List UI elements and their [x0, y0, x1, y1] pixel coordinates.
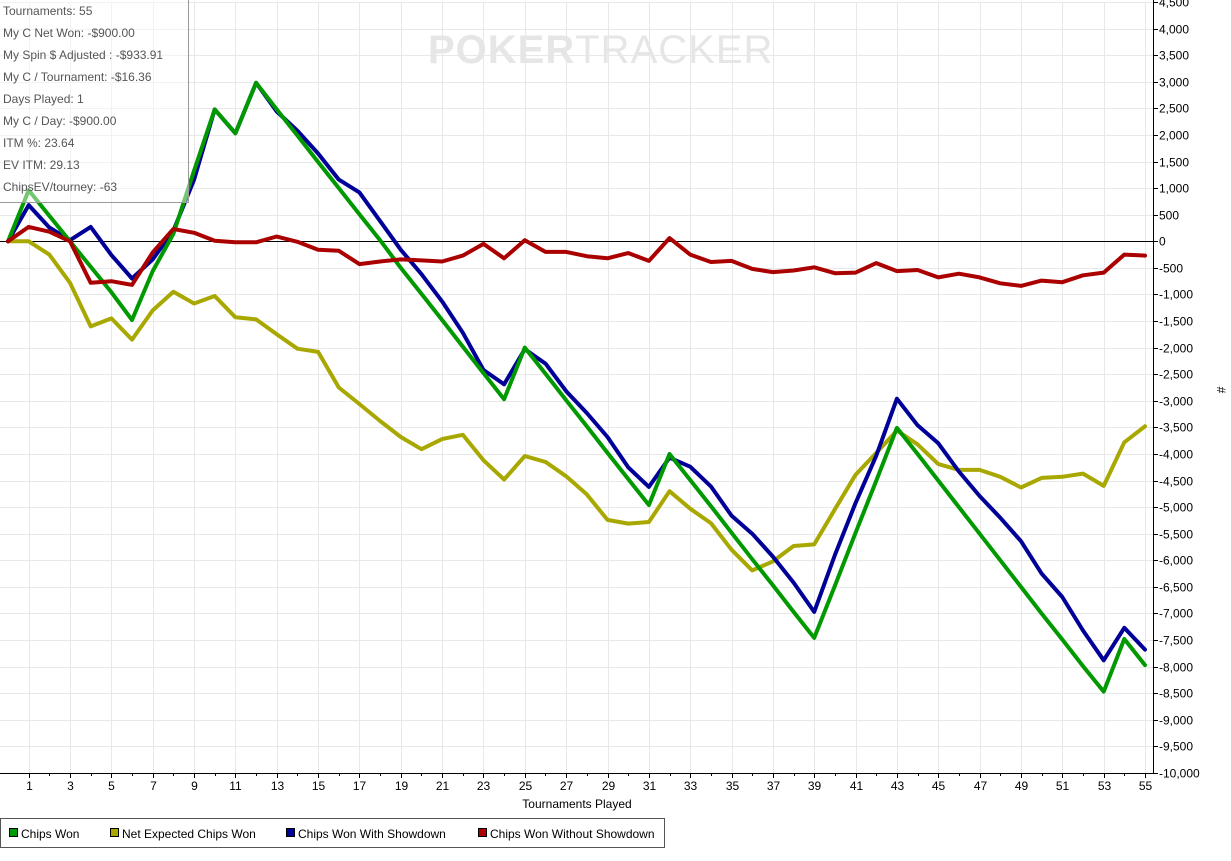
legend-label-with-showdown: Chips Won With Showdown	[298, 827, 446, 841]
x-tick-label: 35	[726, 779, 740, 793]
series-line-net-expected-chips-won	[6, 239, 1147, 573]
x-tick-label: 15	[312, 779, 326, 793]
x-tick-label: 33	[684, 779, 698, 793]
x-tick-label: 3	[67, 779, 74, 793]
stat-ev-itm: EV ITM: 29.13	[3, 158, 80, 172]
y-tick-label: -5,500	[1159, 528, 1193, 542]
legend-label-chips-won: Chips Won	[21, 827, 80, 841]
series-line-chips-won-with-showdown	[6, 80, 1147, 663]
y-tick-label: 1,000	[1159, 182, 1189, 196]
watermark-part2: TRACKER	[575, 28, 774, 72]
x-tick-label: 29	[602, 779, 616, 793]
y-tick-label: 4,000	[1159, 23, 1189, 37]
y-tick-label: -10,000	[1159, 767, 1200, 781]
y-tick-label: 500	[1159, 209, 1179, 223]
x-tick-label: 37	[767, 779, 781, 793]
x-tick-label: 43	[891, 779, 905, 793]
x-tick-label: 55	[1139, 779, 1153, 793]
x-tick-label: 5	[108, 779, 115, 793]
x-tick-label: 51	[1056, 779, 1070, 793]
series-line-chips-won	[6, 80, 1147, 694]
y-tick-label: -1,500	[1159, 315, 1193, 329]
x-tick-label: 47	[974, 779, 988, 793]
y-tick-label: 3,000	[1159, 76, 1189, 90]
watermark-part1: POKER	[428, 28, 576, 72]
series-line-chips-won-without-showdown	[6, 224, 1147, 288]
x-tick-label: 19	[395, 779, 409, 793]
x-tick-label: 23	[477, 779, 491, 793]
legend-swatch-without-showdown	[478, 828, 487, 837]
y-tick-label: 4,500	[1159, 0, 1189, 10]
x-tick-label: 49	[1015, 779, 1029, 793]
y-tick-label: 2,000	[1159, 129, 1189, 143]
y-tick-label: -2,000	[1159, 342, 1193, 356]
x-tick-label: 25	[519, 779, 533, 793]
x-tick-label: 39	[808, 779, 822, 793]
y-tick-label: -9,000	[1159, 714, 1193, 728]
stat-per-tournament: My C / Tournament: -$16.36	[3, 70, 152, 84]
x-tick-label: 11	[229, 779, 242, 793]
axes	[0, 0, 1158, 778]
y-tick-label: -4,500	[1159, 475, 1193, 489]
x-tick-label: 41	[850, 779, 864, 793]
y-tick-label: -7,500	[1159, 634, 1193, 648]
y-tick-label: -8,000	[1159, 661, 1193, 675]
y-tick-label: -7,000	[1159, 607, 1193, 621]
x-tick-label: 21	[436, 779, 450, 793]
y-tick-label: -2,500	[1159, 368, 1193, 382]
x-tick-label: 31	[643, 779, 657, 793]
y-tick-label: 1,500	[1159, 156, 1189, 170]
series-lines	[6, 80, 1147, 694]
stat-chipsev-tourney: ChipsEV/tourney: -63	[3, 180, 118, 194]
y-tick-label: -5,000	[1159, 501, 1193, 515]
stat-days-played: Days Played: 1	[3, 92, 84, 106]
x-tick-label: 17	[353, 779, 367, 793]
y-tick-label: -8,500	[1159, 687, 1193, 701]
stat-spin-adjusted: My Spin $ Adjusted : -$933.91	[3, 48, 164, 62]
grid	[0, 2, 1153, 774]
y-tick-label: 2,500	[1159, 102, 1189, 116]
legend-swatch-chips-won	[9, 828, 18, 837]
y-tick-label: -3,000	[1159, 395, 1193, 409]
y-tick-label: -6,500	[1159, 581, 1193, 595]
x-axis-label: Tournaments Played	[522, 797, 631, 811]
legend-swatch-with-showdown	[286, 828, 295, 837]
legend-swatch-net-expected	[110, 828, 119, 837]
legend-label-without-showdown: Chips Won Without Showdown	[490, 827, 655, 841]
y-tick-label: -4,000	[1159, 448, 1193, 462]
y-tick-label: 3,500	[1159, 49, 1189, 63]
y-axis-label: #	[1214, 387, 1228, 394]
x-tick-label: 27	[560, 779, 574, 793]
x-tick-label: 9	[191, 779, 198, 793]
y-tick-label: -9,500	[1159, 740, 1193, 754]
x-tick-label: 1	[26, 779, 33, 793]
y-tick-label: -6,000	[1159, 554, 1193, 568]
stat-tournaments: Tournaments: 55	[3, 4, 93, 18]
y-tick-label: -1,000	[1159, 288, 1193, 302]
y-tick-labels: 4,500 4,000 3,500 3,000 2,500 2,000 1,500 1,000…	[1159, 0, 1200, 781]
x-tick-label: 45	[932, 779, 946, 793]
x-tick-label: 13	[271, 779, 285, 793]
stat-per-day: My C / Day: -$900.00	[3, 114, 117, 128]
stats-panel: Tournaments: 55 My C Net Won: -$900.00 M…	[0, 0, 189, 203]
x-tick-label: 7	[150, 779, 157, 793]
pokertracker-watermark: POKERTRACKER	[428, 28, 773, 73]
legend-label-net-expected: Net Expected Chips Won	[122, 827, 256, 841]
y-tick-label: 0	[1159, 235, 1166, 249]
x-tick-labels: 1 3 5 7 9 11 13 15 17 19 21 23 25 27 29 31 33 35 37 39 41 43 4…	[26, 779, 1152, 793]
x-tick-label: 53	[1098, 779, 1112, 793]
y-tick-label: -3,500	[1159, 421, 1193, 435]
y-tick-label: -500	[1159, 262, 1183, 276]
legend: Chips Won Net Expected Chips Won Chips W…	[0, 818, 665, 848]
stat-itm: ITM %: 23.64	[3, 136, 75, 150]
stat-net-won: My C Net Won: -$900.00	[3, 26, 135, 40]
